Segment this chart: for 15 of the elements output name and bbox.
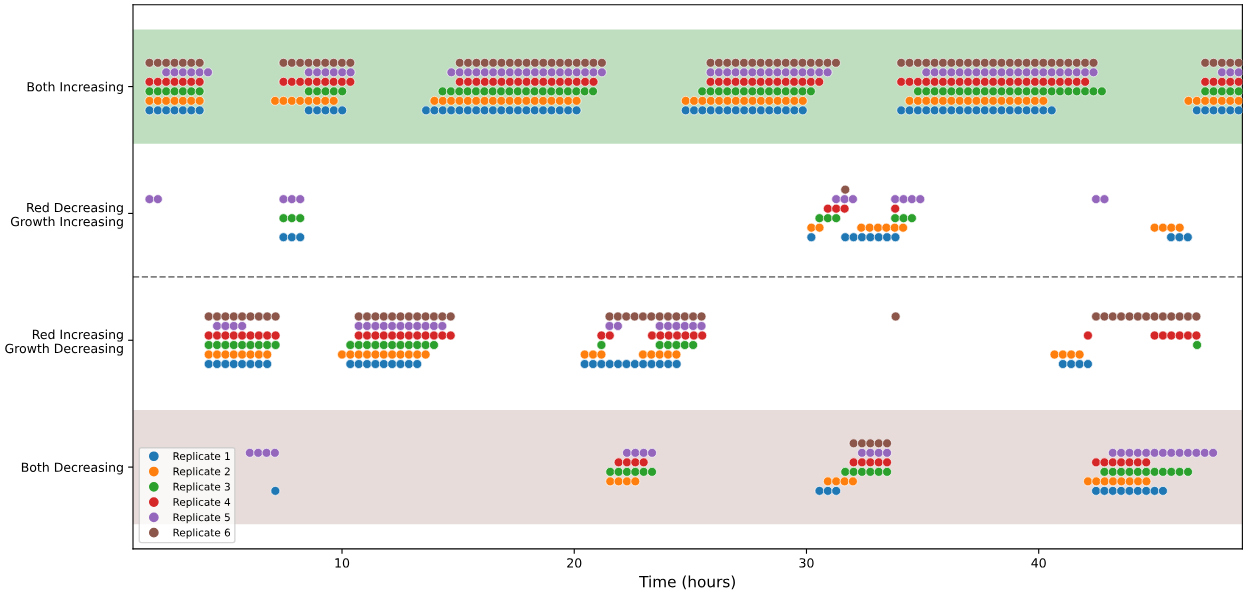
x-tick-label: 30 (799, 558, 814, 568)
legend-label: Replicate 2 (173, 467, 230, 478)
y-tick-label: Both Increasing (27, 81, 123, 94)
legend-label: Replicate 3 (173, 482, 230, 493)
y-tick-label: Both Decreasing (21, 462, 123, 475)
x-tick-label: 10 (335, 558, 350, 568)
x-tick-label: 20 (567, 558, 582, 568)
legend-label: Replicate 5 (173, 513, 230, 524)
y-tick-label: Red Increasing Growth Decreasing (5, 329, 123, 356)
x-axis-title: Time (hours) (639, 575, 735, 590)
legend-label: Replicate 1 (173, 451, 230, 463)
y-tick-label: Red Decreasing Growth Increasing (10, 202, 123, 229)
x-tick-label: 40 (1031, 558, 1046, 568)
legend-label: Replicate 6 (173, 528, 231, 539)
legend-label: Replicate 4 (173, 497, 231, 508)
